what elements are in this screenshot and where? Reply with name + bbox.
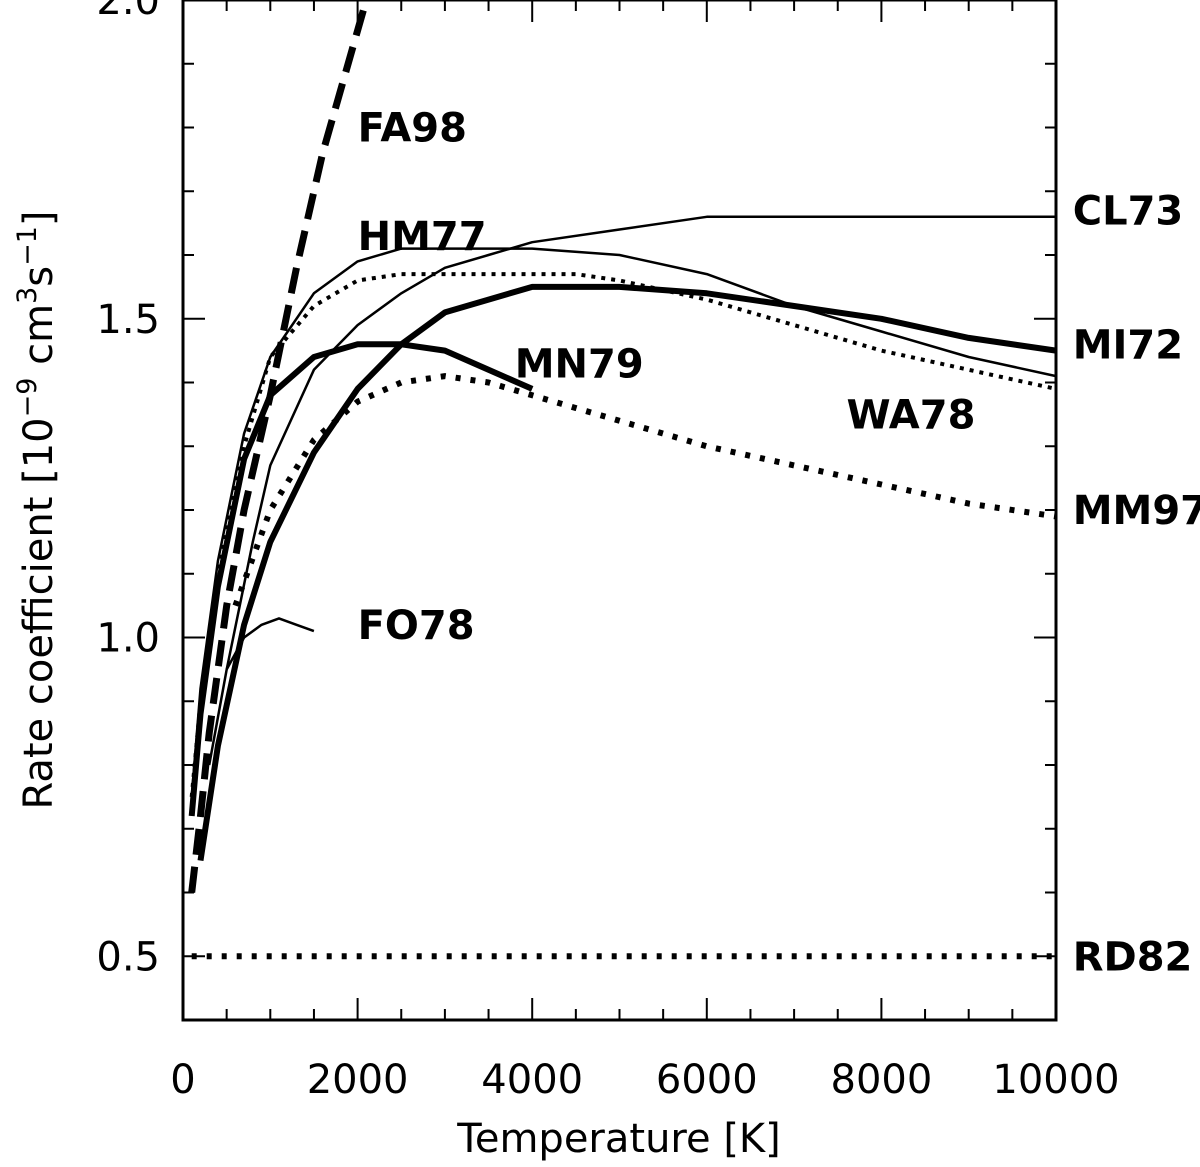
y-axis-title-exp-1: −9 bbox=[12, 378, 43, 418]
x-tick-label: 0 bbox=[170, 1057, 195, 1103]
series-label-mn79: MN79 bbox=[515, 341, 644, 387]
series-label-cl73: CL73 bbox=[1073, 188, 1184, 234]
plot-frame bbox=[181, 0, 1058, 1022]
series-line-fa98 bbox=[188, 0, 370, 893]
series-label-mm97: MM97 bbox=[1073, 488, 1200, 534]
series-layer bbox=[188, 0, 1057, 960]
series-line-fo78 bbox=[207, 617, 315, 766]
y-axis-title-exp-2: 3 bbox=[12, 287, 43, 304]
series-line-wa78 bbox=[197, 283, 1057, 862]
series-line-mm97 bbox=[232, 373, 1057, 607]
series-label-fo78: FO78 bbox=[358, 603, 475, 649]
series-line-mi72 bbox=[190, 247, 1057, 798]
y-tick-label: 1.0 bbox=[96, 616, 160, 662]
x-tick-label: 6000 bbox=[656, 1057, 758, 1103]
y-axis-title-suffix: ] bbox=[16, 210, 62, 226]
series-labels: FA98 HM77 MI72 CL73 MN79 WA78 MM97 FO78 RD82 bbox=[358, 106, 1200, 981]
y-axis-title: Rate coefficient [10−9 cm3s−1] bbox=[12, 210, 62, 809]
series-label-hm77: HM77 bbox=[358, 214, 487, 260]
x-axis-title: Temperature [K] bbox=[456, 1116, 781, 1162]
x-tick-label: 4000 bbox=[481, 1057, 583, 1103]
x-tick-label: 2000 bbox=[307, 1057, 409, 1103]
series-label-wa78: WA78 bbox=[846, 392, 975, 438]
series-label-mi72: MI72 bbox=[1073, 322, 1183, 368]
axis-ticks: 0 2000 4000 6000 8000 10000 0.5 1.0 1.5 2.0 bbox=[96, 0, 1120, 1103]
y-axis-title-exp-3: −1 bbox=[12, 226, 43, 266]
series-line-mn79 bbox=[188, 341, 534, 817]
y-axis-title-s: s bbox=[16, 266, 62, 287]
y-tick-label: 0.5 bbox=[96, 934, 160, 980]
series-line-cl73 bbox=[225, 215, 1056, 670]
series-label-fa98: FA98 bbox=[358, 106, 467, 152]
series-label-rd82: RD82 bbox=[1073, 934, 1193, 980]
y-tick-label: 2.0 bbox=[96, 0, 160, 24]
x-tick-label: 10000 bbox=[992, 1057, 1119, 1103]
x-tick-label: 8000 bbox=[831, 1057, 933, 1103]
y-tick-label: 1.5 bbox=[96, 297, 160, 343]
y-axis-title-prefix: Rate coefficient [10 bbox=[16, 417, 62, 809]
y-axis-title-unit: cm bbox=[16, 304, 62, 378]
